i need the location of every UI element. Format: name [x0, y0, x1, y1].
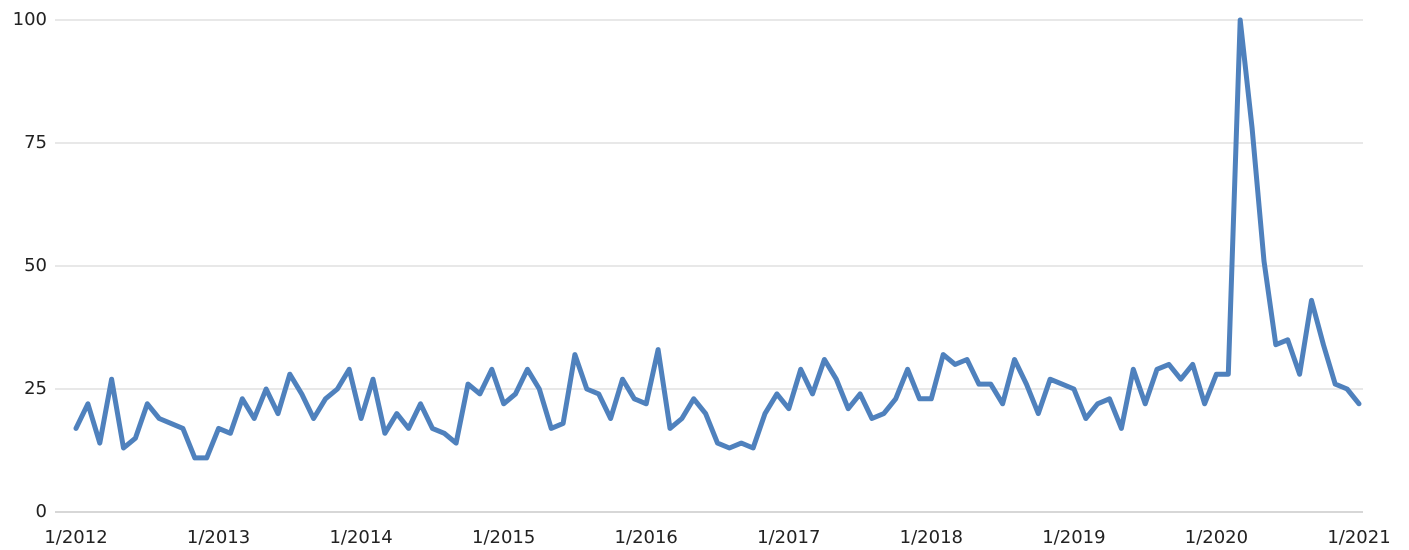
- y-tick-label: 0: [36, 501, 47, 522]
- y-tick-label: 75: [24, 132, 47, 153]
- x-tick-label: 1/2021: [1327, 527, 1390, 548]
- x-tick-label: 1/2017: [757, 527, 820, 548]
- x-tick-label: 1/2018: [900, 527, 963, 548]
- x-tick-label: 1/2020: [1185, 527, 1248, 548]
- y-tick-label: 100: [13, 9, 47, 30]
- y-tick-label: 50: [24, 255, 47, 276]
- y-tick-label: 25: [24, 378, 47, 399]
- x-tick-label: 1/2019: [1042, 527, 1105, 548]
- x-tick-label: 1/2015: [472, 527, 535, 548]
- x-tick-label: 1/2016: [615, 527, 678, 548]
- x-tick-label: 1/2013: [187, 527, 250, 548]
- data-line: [73, 17, 1362, 461]
- x-tick-label: 1/2014: [329, 527, 392, 548]
- x-tick-label: 1/2012: [44, 527, 107, 548]
